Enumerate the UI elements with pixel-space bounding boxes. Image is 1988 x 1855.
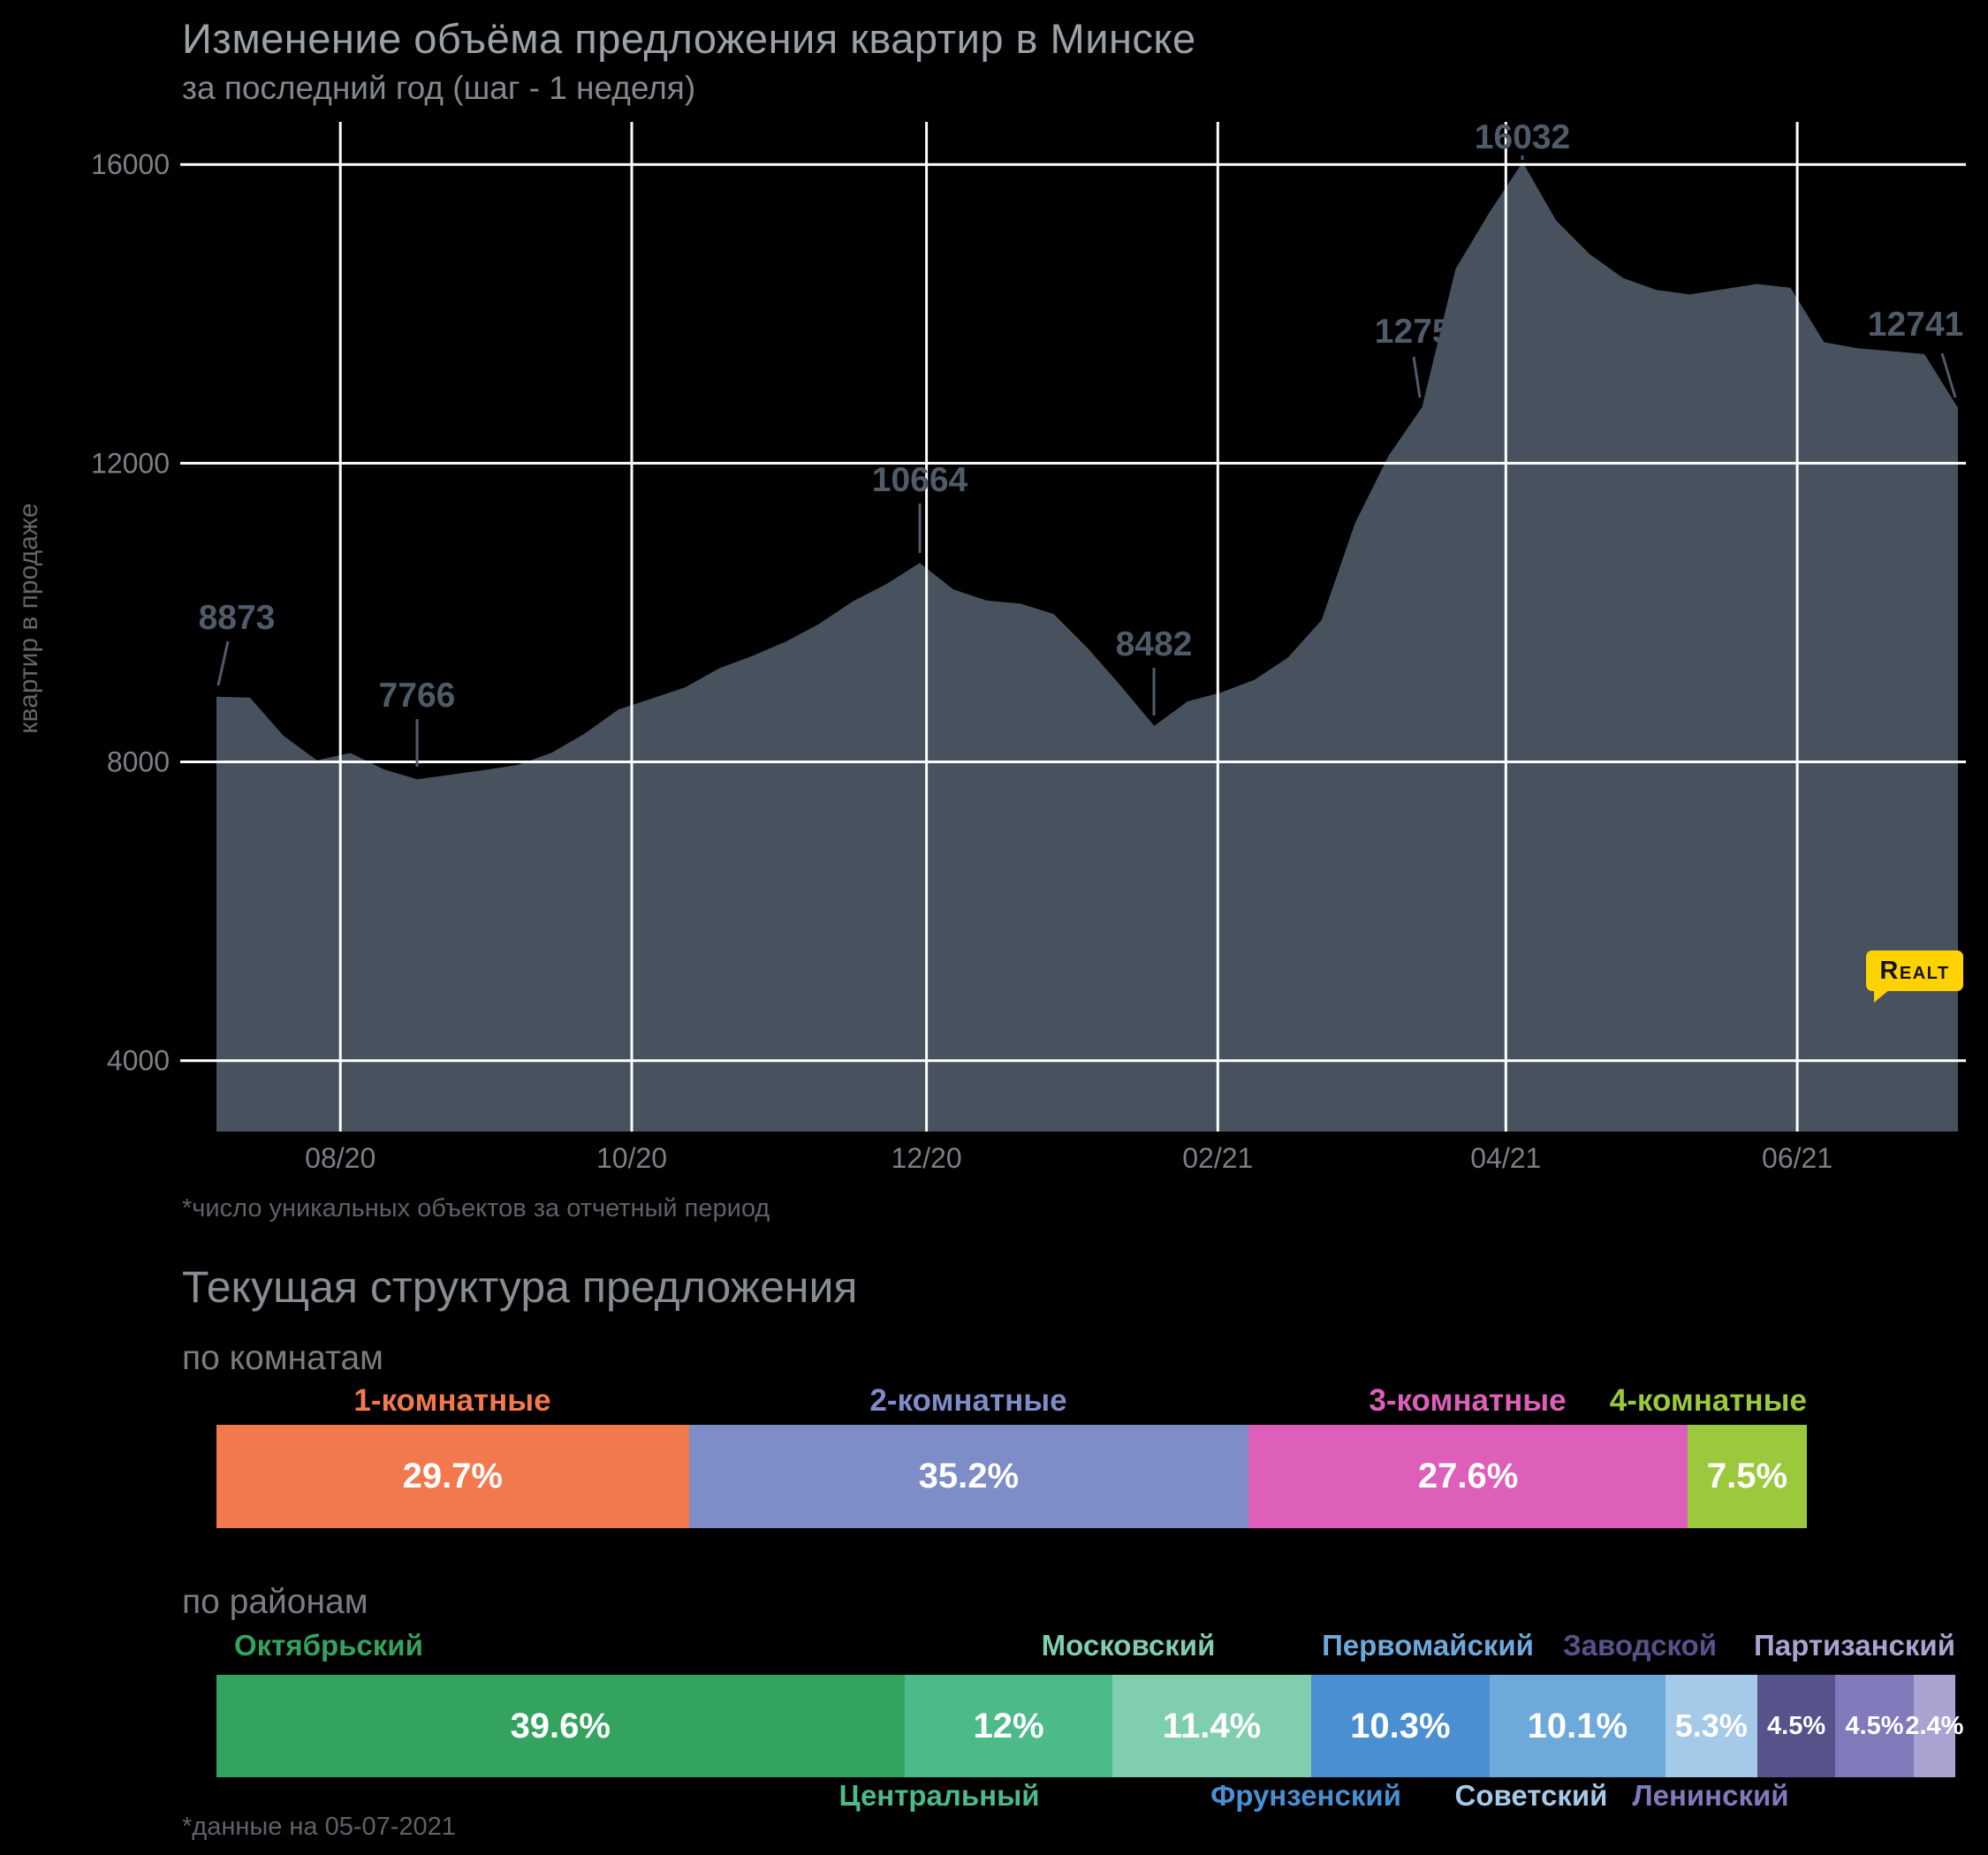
segment-label: Заводской [1563, 1629, 1717, 1662]
bar-segment: 12% [904, 1675, 1113, 1777]
x-tick-label: 06/21 [1762, 1142, 1832, 1174]
area-path [216, 162, 1958, 1132]
annotation-label: 10664 [872, 461, 968, 499]
x-tick-label: 10/20 [596, 1142, 667, 1174]
bar-segment: 7.5% [1687, 1425, 1807, 1528]
realt-logo: Realt [1866, 950, 1963, 1003]
rooms-structure-bar: 29.7% 35.2% 27.6% 7.5% [216, 1425, 1807, 1528]
segment-percent: 12% [973, 1706, 1044, 1745]
annotation-leader [1412, 356, 1422, 398]
y-tick-label: 16000 [91, 148, 170, 180]
supply-volume-area-chart: 1275088737766106648482160321274140008000… [14, 118, 1966, 1174]
segment-percent: 4.5% [1845, 1711, 1904, 1740]
annotation-label: 12741 [1868, 306, 1963, 344]
bar-segment: 29.7% [216, 1425, 689, 1528]
bar-segment: 35.2% [688, 1425, 1249, 1528]
segment-label: 1-комнатные [353, 1383, 551, 1418]
x-tick-label: 02/21 [1182, 1142, 1253, 1174]
x-tick-label: 08/20 [305, 1142, 376, 1174]
segment-label: 2-комнатные [869, 1383, 1067, 1418]
segment-label: 4-комнатные [1609, 1383, 1807, 1418]
y-tick-label: 4000 [107, 1045, 170, 1077]
data-footnote: *данные на 05-07-2021 [182, 1813, 456, 1841]
segment-percent: 39.6% [510, 1706, 611, 1745]
annotation-leader [216, 640, 230, 686]
segment-label: Октябрьский [234, 1629, 423, 1662]
bar-segment: 11.4% [1112, 1675, 1311, 1777]
districts-subsection-label: по районам [182, 1583, 368, 1621]
axis-ticks: 4000 8000 12000 16000 08/20 10/20 12/20 02/21 04… [91, 148, 1832, 1174]
segment-percent: 4.5% [1767, 1711, 1826, 1740]
bar-segment: 4.5% [1757, 1675, 1836, 1777]
bar-segment: 27.6% [1248, 1425, 1688, 1528]
segment-label: Партизанский [1754, 1629, 1955, 1662]
segment-percent: 10.1% [1527, 1706, 1628, 1745]
segment-label: Московский [1041, 1629, 1216, 1662]
rooms-subsection-label: по комнатам [182, 1339, 383, 1377]
segment-percent: 29.7% [402, 1457, 503, 1495]
annotation-leader [1940, 352, 1957, 398]
segment-label: Центральный [838, 1779, 1040, 1812]
y-tick-label: 12000 [91, 447, 170, 479]
districts-top-labels: Октябрьский Московский Первомайский Заводск… [216, 1629, 1955, 1666]
gridlines [180, 122, 1966, 1132]
segment-label: Фрунзенский [1210, 1779, 1401, 1812]
annotation-label: 7766 [379, 677, 456, 715]
annotation-label: 16032 [1475, 118, 1570, 156]
bar-segment: 39.6% [216, 1675, 905, 1777]
bar-segment: 2.4% [1905, 1675, 1963, 1777]
annotations: 8873 7766 10664 8482 16032 12741 [199, 118, 1963, 767]
districts-bottom-labels: Центральный Фрунзенский Советский Ленинский [216, 1779, 1955, 1816]
bar-segment: 5.3% [1665, 1675, 1757, 1777]
segment-percent: 2.4% [1905, 1711, 1964, 1740]
segment-label: Советский [1454, 1779, 1608, 1812]
annotation-label: 8482 [1116, 625, 1193, 663]
segment-percent: 27.6% [1417, 1457, 1519, 1495]
segment-percent: 7.5% [1706, 1457, 1788, 1495]
segment-label: Ленинский [1632, 1779, 1789, 1812]
rooms-segment-labels: 1-комнатные 2-комнатные 3-комнатные 4-комна… [216, 1383, 1807, 1420]
segment-percent: 35.2% [918, 1457, 1020, 1495]
structure-section-title: Текущая структура предложения [182, 1262, 858, 1312]
segment-percent: 5.3% [1674, 1707, 1748, 1744]
chart-footnote: *число уникальных объектов за отчетный п… [182, 1194, 770, 1223]
segment-percent: 11.4% [1162, 1706, 1262, 1745]
districts-structure-bar: 39.6% 12% 11.4% 10.3% 10.1% 5.3% 4.5% 4.5% 2.4% [216, 1675, 1963, 1777]
y-tick-label: 8000 [107, 746, 170, 778]
y-axis-title: квартир в продаже [14, 503, 43, 733]
annotation-label: 8873 [199, 599, 276, 637]
segment-label: Первомайский [1322, 1629, 1534, 1662]
bar-segment: 10.1% [1490, 1675, 1666, 1777]
chart-header: Изменение объёма предложения квартир в М… [182, 14, 1196, 107]
page-title: Изменение объёма предложения квартир в М… [182, 15, 1196, 62]
realt-logo-text: Realt [1879, 956, 1950, 985]
x-tick-label: 12/20 [892, 1142, 962, 1174]
page-subtitle: за последний год (шаг - 1 неделя) [182, 70, 696, 106]
segment-label: 3-комнатные [1369, 1383, 1567, 1418]
bar-segment: 10.3% [1310, 1675, 1491, 1777]
bar-segment: 4.5% [1835, 1675, 1914, 1777]
x-tick-label: 04/21 [1470, 1142, 1541, 1174]
segment-percent: 10.3% [1350, 1706, 1451, 1745]
